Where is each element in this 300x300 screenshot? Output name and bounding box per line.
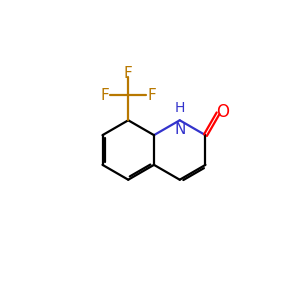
Text: F: F	[124, 66, 133, 81]
Text: F: F	[101, 88, 110, 103]
Text: F: F	[147, 88, 156, 103]
Text: N: N	[174, 122, 185, 137]
Text: O: O	[216, 103, 229, 121]
Text: H: H	[175, 101, 185, 115]
